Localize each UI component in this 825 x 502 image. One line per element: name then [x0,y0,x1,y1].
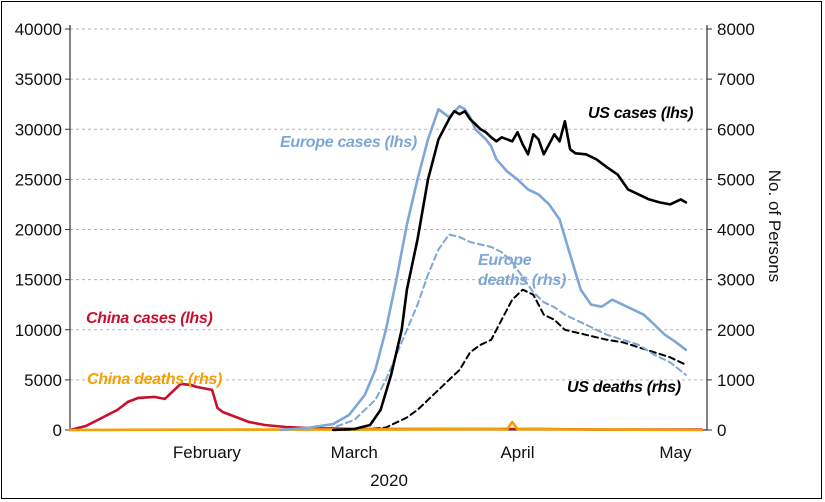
left-tick-label: 5000 [24,371,62,390]
x-tick-label: March [331,443,378,462]
left-tick-label: 40000 [15,20,62,39]
grid-lines [70,28,707,381]
right-tick-label: 2000 [717,321,755,340]
label-europe-cases: Europe cases (lhs) [280,134,417,151]
right-tick-label: 0 [717,421,726,440]
series-lines [68,104,704,432]
left-axis-ticks: 0 5000 10000 15000 20000 25000 30000 35000 40000 [15,20,70,440]
series-line [342,288,687,431]
x-axis-ticks: February March April May [173,443,692,462]
left-tick-label: 25000 [15,170,62,189]
label-china-deaths: China deaths (rhs) [87,371,222,388]
right-tick-label: 1000 [717,371,755,390]
left-tick-label: 30000 [15,120,62,139]
right-tick-label: 4000 [717,221,755,240]
series-line [331,109,688,432]
right-axis-ticks: 0 1000 2000 3000 4000 5000 6000 7000 8000 [707,20,755,440]
right-tick-label: 8000 [717,20,755,39]
label-us-cases: US cases (lhs) [588,105,693,122]
label-europe-deaths: Europe deaths (rhs) [478,252,566,289]
x-tick-label: February [173,443,242,462]
series-line [305,233,687,431]
axes [69,25,708,431]
left-tick-label: 10000 [15,321,62,340]
left-tick-label: 20000 [15,221,62,240]
right-tick-label: 7000 [717,70,755,89]
left-tick-label: 15000 [15,271,62,290]
right-tick-label: 5000 [717,170,755,189]
series-line [279,104,688,432]
right-axis-label: No. of Persons [765,170,784,282]
left-tick-label: 35000 [15,70,62,89]
left-tick-label: 0 [53,421,62,440]
right-tick-label: 6000 [717,120,755,139]
label-us-deaths: US deaths (rhs) [567,379,681,396]
label-china-cases: China cases (lhs) [86,310,213,327]
right-tick-label: 3000 [717,271,755,290]
x-period-label: 2020 [370,471,408,490]
series-line [68,420,704,432]
x-tick-label: May [659,443,692,462]
x-tick-label: April [500,443,534,462]
